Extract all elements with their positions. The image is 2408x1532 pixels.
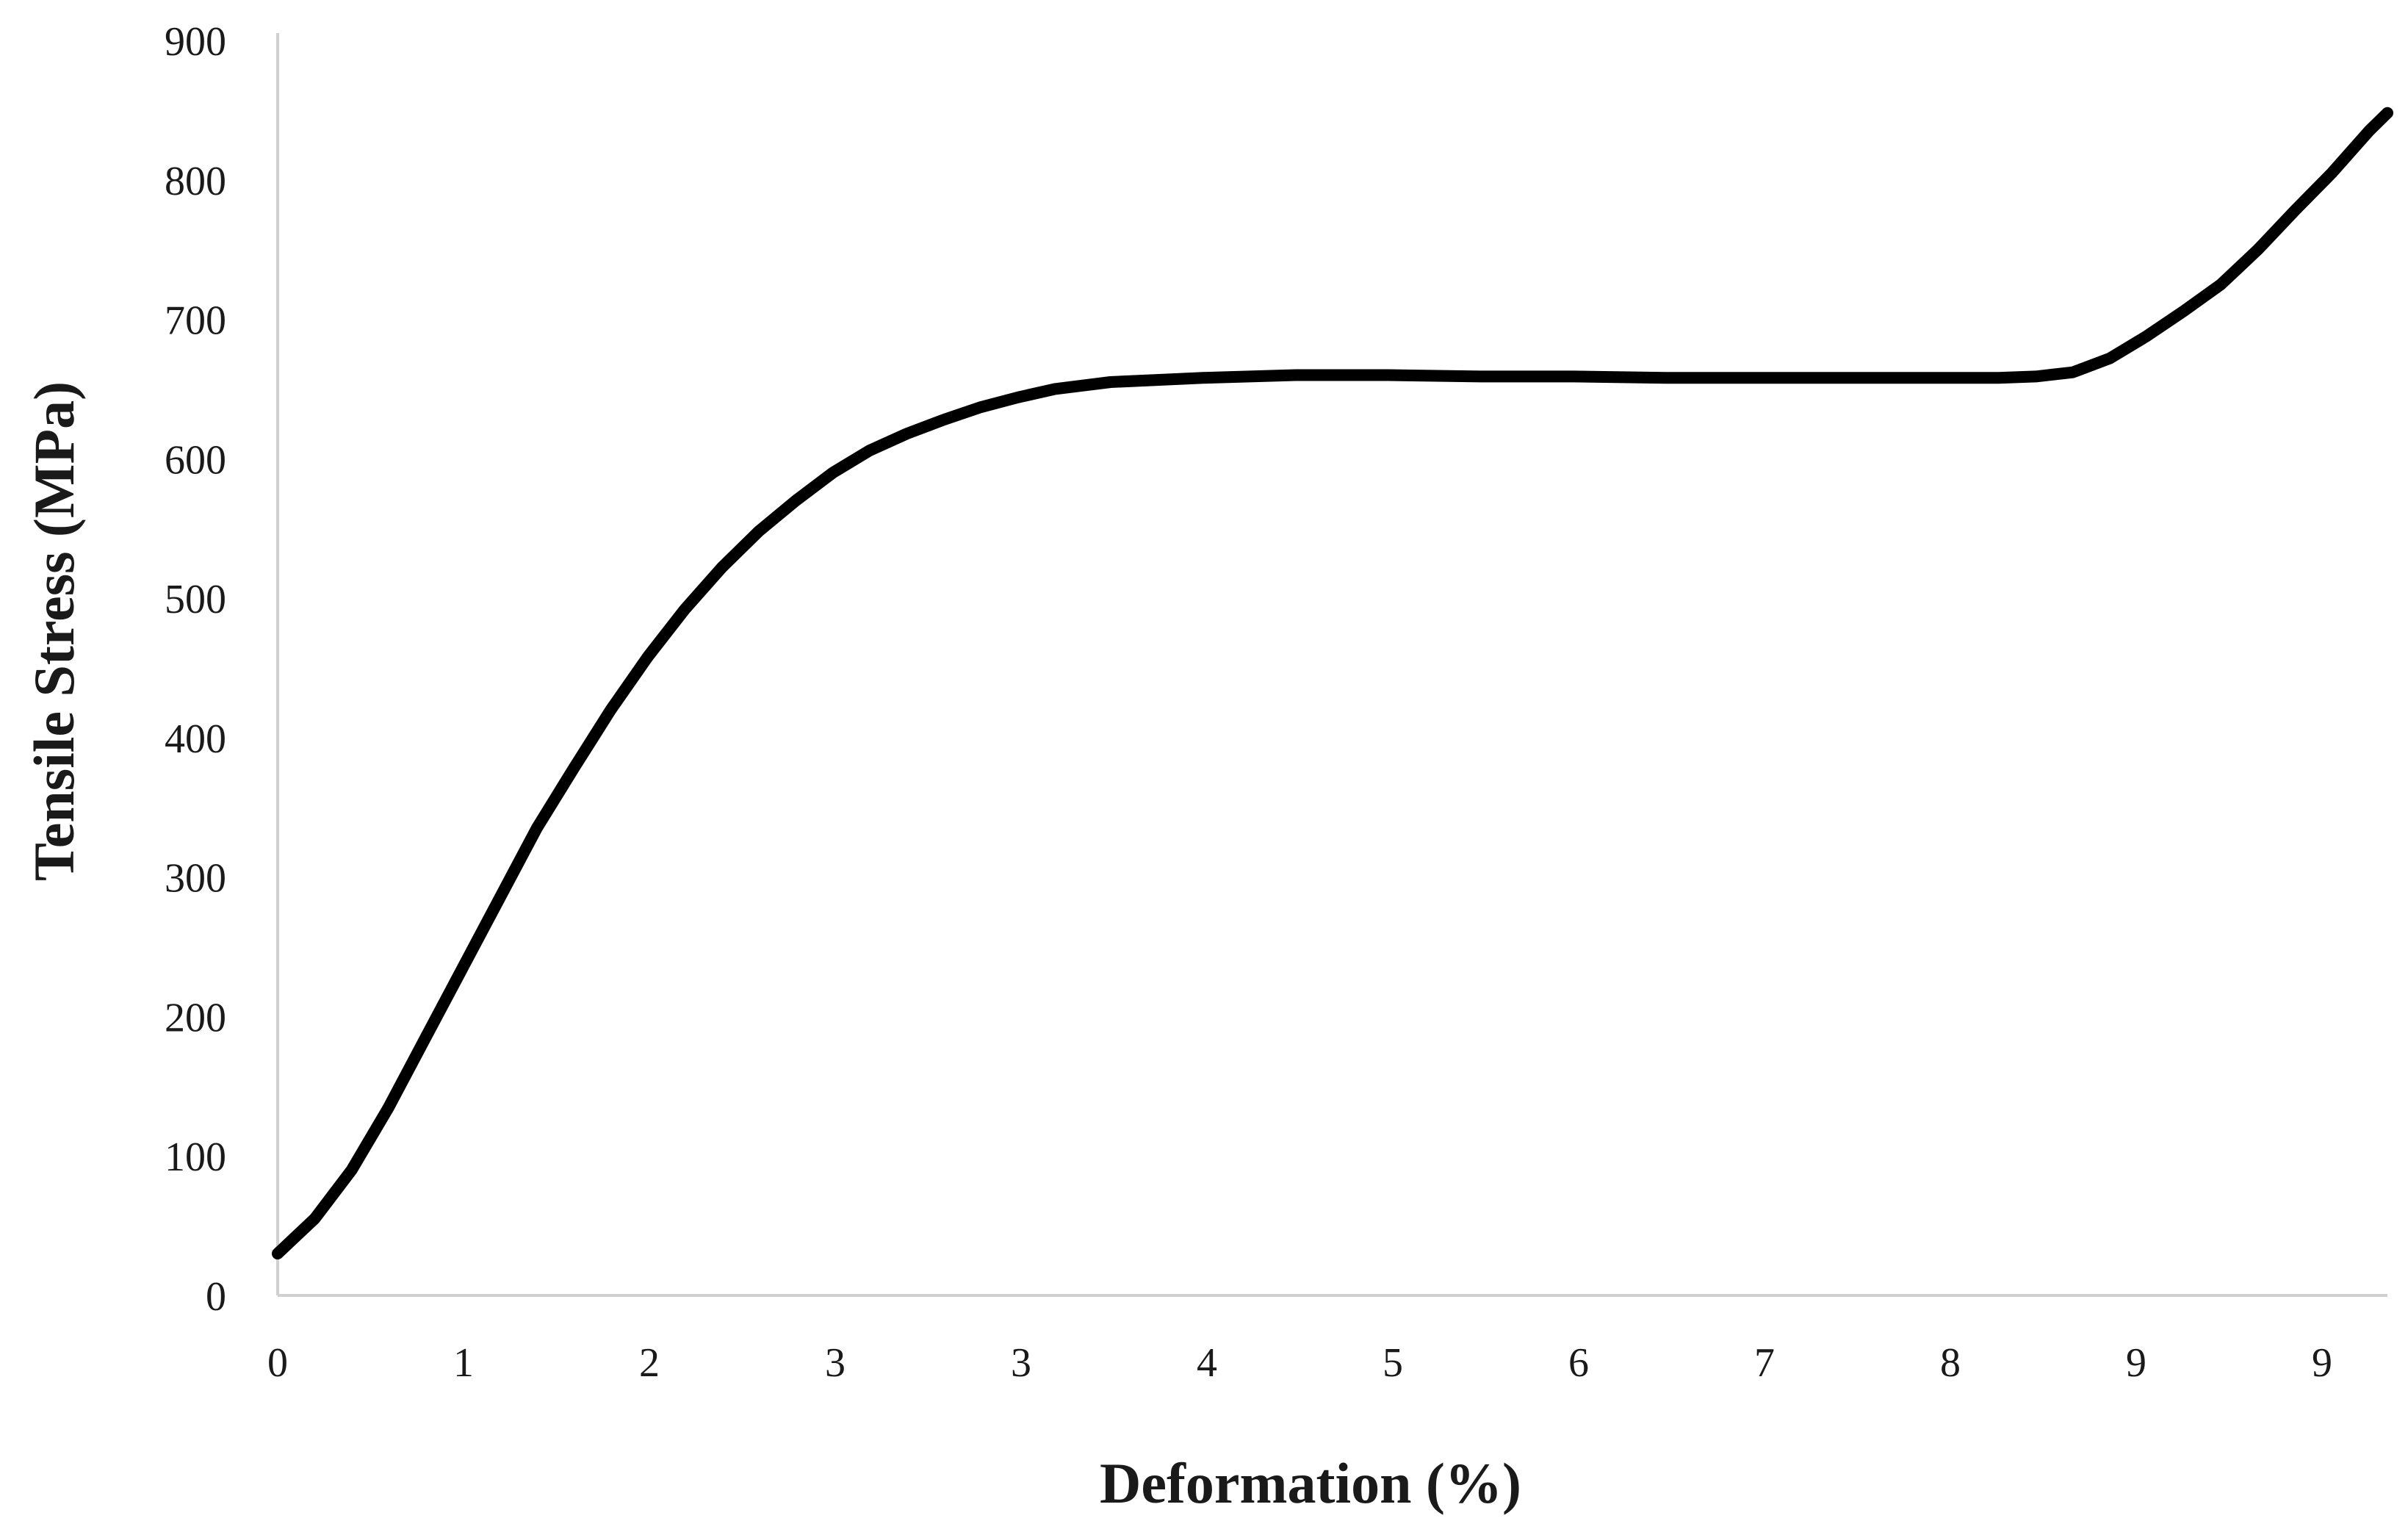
plot-area xyxy=(272,33,2393,1297)
x-tick-label: 7 xyxy=(1754,1340,1775,1386)
y-tick-label: 500 xyxy=(165,577,226,622)
x-tick-label: 9 xyxy=(2126,1340,2146,1386)
x-tick-label: 2 xyxy=(639,1340,660,1386)
y-tick-label: 100 xyxy=(165,1134,226,1180)
y-axis-tick-labels: 0 100 200 300 400 500 600 700 800 900 xyxy=(165,19,226,1320)
x-tick-label: 9 xyxy=(2312,1340,2332,1386)
x-tick-label: 8 xyxy=(1940,1340,1961,1386)
x-tick-label: 3 xyxy=(825,1340,846,1386)
x-tick-label: 5 xyxy=(1383,1340,1403,1386)
stress-strain-line xyxy=(272,107,2393,1260)
y-tick-label: 300 xyxy=(165,856,226,902)
x-axis-title: Deformation (%) xyxy=(1100,1451,1521,1515)
y-tick-label: 600 xyxy=(165,437,226,483)
y-tick-label: 800 xyxy=(165,159,226,204)
x-axis-tick-labels: 0 1 2 3 3 4 5 6 7 8 9 9 xyxy=(267,1340,2332,1386)
x-tick-label: 4 xyxy=(1197,1340,1217,1386)
x-tick-label: 0 xyxy=(267,1340,288,1386)
y-tick-label: 700 xyxy=(165,298,226,344)
y-axis-title: Tensile Stress (MPa) xyxy=(22,381,86,881)
y-tick-label: 200 xyxy=(165,995,226,1040)
x-tick-label: 1 xyxy=(453,1340,474,1386)
y-tick-label: 400 xyxy=(165,716,226,762)
x-tick-label: 3 xyxy=(1011,1340,1031,1386)
y-tick-label: 0 xyxy=(206,1274,226,1320)
y-tick-label: 900 xyxy=(165,19,226,65)
x-tick-label: 6 xyxy=(1568,1340,1589,1386)
